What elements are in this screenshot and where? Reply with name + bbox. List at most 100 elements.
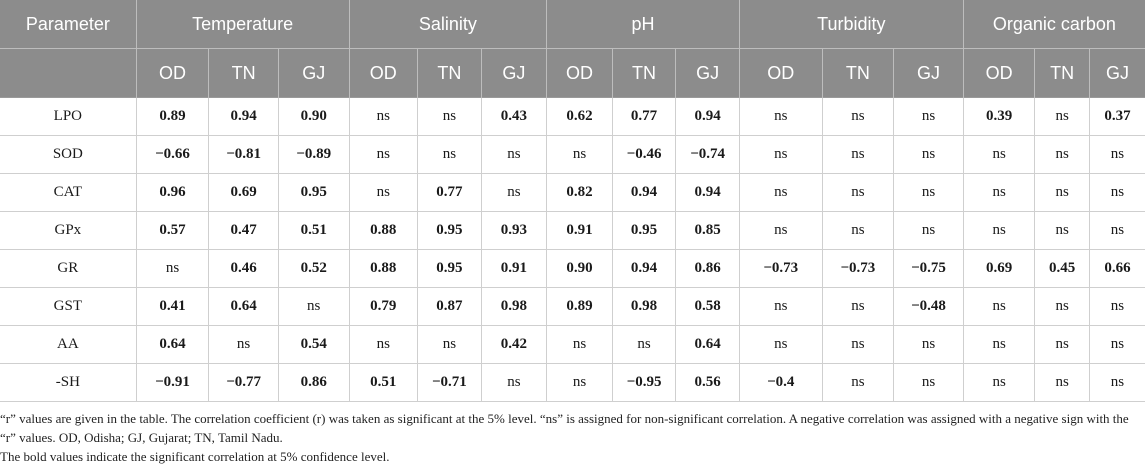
table-cell: −0.73 [822, 249, 895, 288]
table-cell: 0.58 [675, 287, 740, 326]
table-cell: 0.62 [546, 97, 613, 136]
table-cell: −0.74 [675, 135, 740, 174]
table-cell: −0.46 [612, 135, 677, 174]
table-cell: 0.46 [208, 249, 279, 288]
table-cell: ns [481, 173, 548, 212]
table-cell: 0.39 [963, 97, 1036, 136]
table-cell: ns [739, 211, 823, 250]
header-site-od: OD [136, 48, 210, 98]
table-cell: 0.57 [136, 211, 210, 250]
table-row: -SH −0.91 −0.77 0.86 0.51 −0.71 ns ns −0.95 0.56−… [0, 363, 1145, 402]
table-cell: ns [893, 173, 964, 212]
table-cell: 0.42 [481, 325, 548, 364]
table-cell: ns [822, 173, 895, 212]
table-cell: ns [739, 135, 823, 174]
table-row: AA 0.64 ns 0.54 ns ns 0.42 ns ns 0.64 ns ns ns ns ns ns [0, 325, 1145, 364]
header-site-gj: GJ [675, 48, 740, 98]
table-cell: 0.88 [349, 211, 419, 250]
table-cell: 0.96 [136, 173, 210, 212]
header-site-tn: TN [822, 48, 895, 98]
header-group-temperature: Temperature [136, 0, 350, 49]
table-cell: ns [278, 287, 350, 326]
table-cell: ns [1089, 173, 1145, 212]
table-cell: ns [963, 325, 1036, 364]
table-cell: ns [417, 325, 482, 364]
table-cell: 0.79 [349, 287, 419, 326]
table-cell: 0.91 [546, 211, 613, 250]
table-cell: ns [208, 325, 279, 364]
table-cell: 0.89 [136, 97, 210, 136]
table-cell: 0.94 [612, 249, 677, 288]
header-parameter: Parameter [0, 0, 137, 49]
table-cell: ns [1089, 135, 1145, 174]
header-site-od: OD [349, 48, 419, 98]
table-cell: ns [1034, 287, 1090, 326]
table-cell: 0.45 [1034, 249, 1090, 288]
table-cell: −0.66 [136, 135, 210, 174]
table-cell: 0.37 [1089, 97, 1145, 136]
header-site-od: OD [546, 48, 613, 98]
table-cell: ns [417, 135, 482, 174]
table-cell: ns [822, 135, 895, 174]
table-cell: −0.4 [739, 363, 823, 402]
table-cell: ns [417, 97, 482, 136]
table-cell: ns [481, 363, 548, 402]
table-cell: −0.89 [278, 135, 350, 174]
table-cell: ns [893, 135, 964, 174]
table-row: GST 0.41 0.64 ns 0.79 0.87 0.98 0.89 0.98 0.58 ns n… [0, 287, 1145, 326]
table-cell: 0.86 [278, 363, 350, 402]
row-parameter: GR [0, 249, 137, 288]
header-site-gj: GJ [1089, 48, 1145, 98]
table-cell: −0.81 [208, 135, 279, 174]
table-cell: −0.77 [208, 363, 279, 402]
table-cell: 0.94 [208, 97, 279, 136]
table-cell: 0.52 [278, 249, 350, 288]
table-cell: −0.95 [612, 363, 677, 402]
table-cell: ns [546, 325, 613, 364]
table-cell: ns [1034, 173, 1090, 212]
table-cell: 0.88 [349, 249, 419, 288]
table-cell: ns [822, 211, 895, 250]
table-cell: 0.98 [612, 287, 677, 326]
table-cell: 0.69 [208, 173, 279, 212]
table-cell: 0.89 [546, 287, 613, 326]
table-cell: 0.69 [963, 249, 1036, 288]
table-cell: ns [1089, 363, 1145, 402]
table-cell: ns [1089, 211, 1145, 250]
table-footnotes: “r” values are given in the table. The c… [0, 409, 1140, 466]
table-cell: 0.56 [675, 363, 740, 402]
table-cell: 0.87 [417, 287, 482, 326]
table-cell: ns [739, 97, 823, 136]
table-cell: ns [893, 325, 964, 364]
correlation-table: Parameter Temperature Salinity pH Turbid… [0, 0, 1145, 402]
table-cell: 0.95 [417, 249, 482, 288]
table-cell: ns [612, 325, 677, 364]
table-cell: 0.64 [208, 287, 279, 326]
table-cell: ns [349, 97, 419, 136]
table-cell: ns [822, 363, 895, 402]
row-parameter: AA [0, 325, 137, 364]
table-cell: ns [1089, 287, 1145, 326]
table-cell: 0.94 [675, 173, 740, 212]
table-cell: ns [481, 135, 548, 174]
table-cell: 0.85 [675, 211, 740, 250]
table-cell: 0.64 [136, 325, 210, 364]
table-cell: ns [739, 287, 823, 326]
table-cell: 0.90 [278, 97, 350, 136]
table-cell: ns [1034, 325, 1090, 364]
table-cell: 0.47 [208, 211, 279, 250]
row-parameter: LPO [0, 97, 137, 136]
table-cell: ns [349, 325, 419, 364]
table-row: GR ns 0.46 0.52 0.88 0.95 0.91 0.90 0.94 0.86 −0.7… [0, 249, 1145, 288]
footnote-explanation: “r” values are given in the table. The c… [0, 411, 1129, 445]
table-cell: ns [893, 211, 964, 250]
table-cell: ns [739, 173, 823, 212]
row-parameter: GST [0, 287, 137, 326]
header-group-ph: pH [546, 0, 740, 49]
table-cell: 0.91 [481, 249, 548, 288]
header-group-turbidity: Turbidity [739, 0, 964, 49]
table-cell: 0.98 [481, 287, 548, 326]
header-site-od: OD [739, 48, 823, 98]
table-cell: ns [739, 325, 823, 364]
table-cell: 0.90 [546, 249, 613, 288]
